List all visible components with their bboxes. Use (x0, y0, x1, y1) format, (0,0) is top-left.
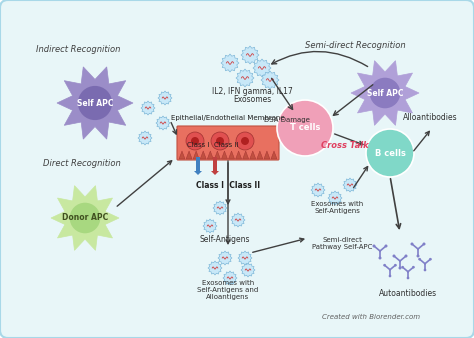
Polygon shape (221, 54, 239, 72)
Polygon shape (158, 91, 172, 105)
Text: Cross Talk: Cross Talk (321, 141, 369, 149)
Circle shape (424, 269, 426, 271)
Circle shape (394, 264, 397, 267)
Text: Self APC: Self APC (77, 98, 113, 107)
Polygon shape (243, 151, 249, 159)
Circle shape (399, 266, 401, 269)
Polygon shape (241, 46, 259, 64)
Text: Indirect Recognition: Indirect Recognition (36, 46, 120, 54)
Polygon shape (213, 201, 227, 215)
Text: Exosomes with
Self-Antigens and
Alloantigens: Exosomes with Self-Antigens and Alloanti… (197, 280, 259, 300)
Polygon shape (51, 186, 119, 250)
Text: Autoantibodies: Autoantibodies (379, 289, 437, 297)
Polygon shape (250, 151, 256, 159)
Circle shape (191, 137, 199, 145)
Circle shape (383, 264, 386, 267)
Polygon shape (311, 183, 325, 197)
Bar (196, 157, 200, 171)
Polygon shape (138, 131, 152, 145)
Text: Epithelial/Endothelial Membrane: Epithelial/Endothelial Membrane (171, 115, 285, 121)
Polygon shape (214, 151, 220, 159)
Polygon shape (200, 151, 206, 159)
Bar (213, 157, 217, 171)
Circle shape (412, 266, 415, 269)
Text: Class I  Class II: Class I Class II (187, 142, 239, 148)
Polygon shape (208, 261, 222, 275)
Polygon shape (228, 151, 235, 159)
Circle shape (379, 257, 382, 260)
Text: B cells: B cells (374, 148, 405, 158)
Polygon shape (238, 251, 252, 265)
Polygon shape (194, 171, 202, 175)
Circle shape (370, 78, 401, 108)
Polygon shape (211, 171, 219, 175)
Polygon shape (231, 213, 245, 227)
Polygon shape (223, 271, 237, 285)
Text: DSA Damage: DSA Damage (264, 117, 310, 123)
Circle shape (373, 244, 375, 247)
Polygon shape (203, 219, 217, 233)
Circle shape (241, 137, 249, 145)
Circle shape (384, 244, 388, 247)
Text: Alloantibodies: Alloantibodies (403, 114, 457, 122)
Polygon shape (271, 151, 277, 159)
Text: Self APC: Self APC (367, 89, 403, 97)
Polygon shape (218, 251, 232, 265)
Text: Class I  Class II: Class I Class II (196, 182, 260, 191)
FancyBboxPatch shape (177, 126, 279, 160)
Circle shape (211, 132, 229, 150)
Polygon shape (328, 191, 342, 205)
Polygon shape (351, 61, 419, 125)
Polygon shape (193, 151, 199, 159)
Text: Semi-direct
Pathway Self-APC: Semi-direct Pathway Self-APC (312, 237, 372, 249)
Circle shape (78, 86, 112, 120)
Polygon shape (253, 59, 271, 77)
Polygon shape (257, 151, 263, 159)
Circle shape (236, 132, 254, 150)
Circle shape (422, 242, 426, 245)
Text: Donor APC: Donor APC (62, 214, 108, 222)
Text: Created with Biorender.com: Created with Biorender.com (322, 314, 420, 320)
Circle shape (366, 129, 414, 177)
Circle shape (417, 255, 419, 258)
Circle shape (410, 242, 413, 245)
Text: IL2, IFN gamma, IL17: IL2, IFN gamma, IL17 (211, 88, 292, 97)
Circle shape (401, 266, 404, 269)
Polygon shape (221, 151, 228, 159)
Text: Self-Antigens: Self-Antigens (200, 236, 250, 244)
Polygon shape (236, 69, 254, 87)
Polygon shape (179, 151, 185, 159)
Text: Semi-direct Recognition: Semi-direct Recognition (305, 41, 405, 49)
Circle shape (277, 100, 333, 156)
Polygon shape (186, 151, 192, 159)
Text: Direct Recognition: Direct Recognition (43, 159, 121, 168)
Text: Exosomes: Exosomes (233, 96, 271, 104)
Circle shape (418, 258, 421, 261)
Polygon shape (261, 71, 279, 89)
Polygon shape (264, 151, 270, 159)
Circle shape (186, 132, 204, 150)
Circle shape (70, 203, 100, 233)
Polygon shape (343, 178, 357, 192)
Text: T cells: T cells (290, 123, 320, 132)
Text: Exosomes with
Self-Antigens: Exosomes with Self-Antigens (311, 201, 363, 215)
Circle shape (392, 255, 395, 258)
Circle shape (407, 276, 410, 279)
Circle shape (404, 255, 408, 258)
Polygon shape (236, 151, 242, 159)
Polygon shape (141, 101, 155, 115)
Polygon shape (156, 116, 170, 130)
Polygon shape (207, 151, 213, 159)
Polygon shape (57, 67, 133, 139)
Circle shape (216, 137, 224, 145)
Polygon shape (241, 263, 255, 277)
Circle shape (429, 258, 432, 261)
Circle shape (389, 275, 392, 277)
